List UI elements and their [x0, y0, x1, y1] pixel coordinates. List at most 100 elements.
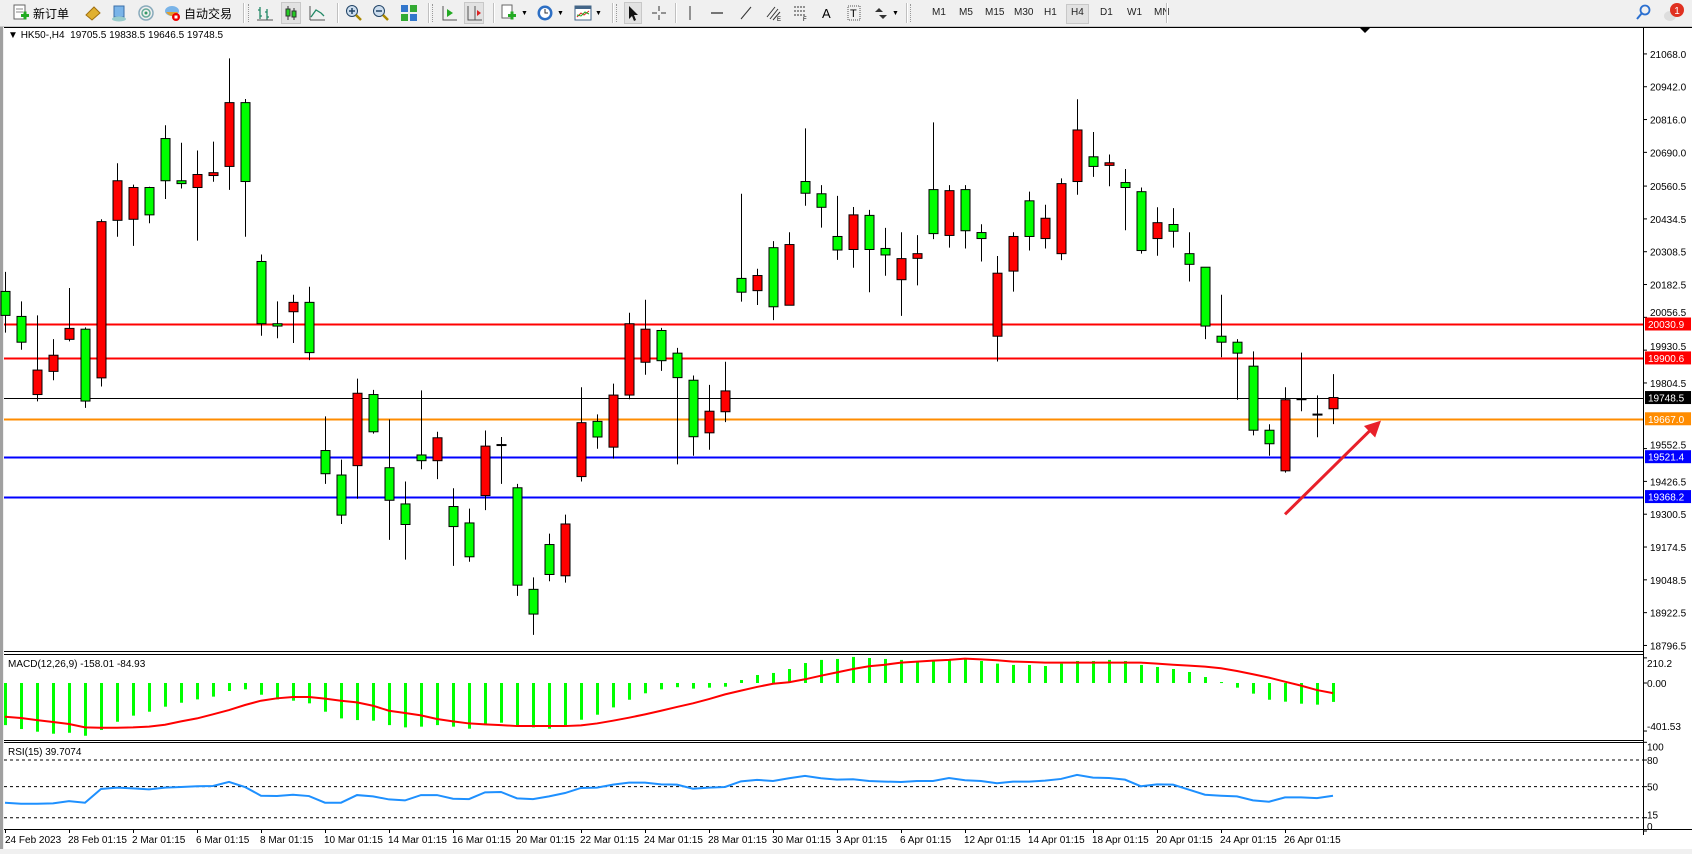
- price-tick-label: 18922.5: [1650, 609, 1687, 620]
- cursor-tool-button[interactable]: [624, 2, 642, 24]
- history-center-button[interactable]: [84, 2, 102, 24]
- timeframe-h1-button[interactable]: H1: [1044, 7, 1057, 18]
- rsi-tick-label: 100: [1647, 742, 1664, 753]
- timeframe-m15-button[interactable]: M15: [985, 7, 1005, 18]
- price-chart[interactable]: 21068.0 20942.0 20816.0 20690.0 20560.5 20434…: [0, 27, 1692, 854]
- candle: [992, 256, 1003, 362]
- zoom-in-button[interactable]: [345, 2, 363, 24]
- bull-candle-body: [496, 444, 507, 447]
- new-order-button[interactable]: 新订单: [12, 2, 69, 24]
- bar-chart-button[interactable]: [256, 2, 274, 24]
- chart-window[interactable]: 21068.0 20942.0 20816.0 20690.0 20560.5 20434…: [0, 27, 1692, 854]
- bear-candle-body: [1120, 182, 1131, 189]
- candle: [304, 286, 315, 361]
- macd-histogram-bar: [980, 660, 983, 683]
- auto-trading-button[interactable]: 自动交易: [163, 2, 232, 24]
- auto-trading-label: 自动交易: [184, 6, 233, 21]
- candle: [1216, 294, 1227, 358]
- candle: [16, 301, 27, 350]
- annotation-arrow-head-icon[interactable]: [1363, 420, 1381, 438]
- chart-shift-marker[interactable]: [1360, 28, 1370, 33]
- macd-histogram-bar: [612, 683, 615, 708]
- periods-dropdown[interactable]: ▼: [536, 2, 564, 24]
- terminal-button[interactable]: [110, 2, 128, 24]
- candle: [256, 254, 267, 336]
- vertical-line-icon: [689, 6, 691, 20]
- macd-histogram-bar: [244, 683, 247, 690]
- new-chart-icon: [501, 4, 516, 20]
- price-tick-label: 20942.0: [1650, 83, 1687, 94]
- macd-histogram-bar: [532, 683, 535, 728]
- bear-candle-body: [928, 189, 939, 235]
- signals-button[interactable]: [137, 2, 155, 24]
- macd-histogram-bar: [116, 683, 119, 722]
- macd-histogram-bar: [580, 683, 583, 720]
- bull-candle-body: [624, 323, 635, 396]
- candle: [832, 195, 843, 260]
- bear-candle-body: [880, 247, 891, 256]
- candle: [1232, 339, 1243, 400]
- bull-candle-body: [96, 221, 107, 379]
- macd-histogram-bar: [180, 683, 183, 703]
- timeframe-w1-button[interactable]: W1: [1127, 7, 1142, 18]
- price-tick-label: 19552.5: [1650, 441, 1687, 452]
- candle: [1312, 395, 1323, 438]
- price-tick-label: 18796.5: [1650, 641, 1687, 652]
- horizontal-line-tool-button[interactable]: [709, 2, 725, 24]
- macd-histogram-bar: [916, 660, 919, 683]
- arrows-dropdown[interactable]: ▼: [873, 2, 899, 24]
- price-label: 19368.2: [1648, 493, 1685, 504]
- timeframe-m30-button[interactable]: M30: [1014, 7, 1034, 18]
- price-tick-label: 19174.5: [1650, 543, 1687, 554]
- folder-icon: [85, 6, 101, 21]
- macd-histogram-bar: [1252, 683, 1255, 694]
- macd-histogram-bar: [260, 683, 263, 695]
- equidistant-channel-tool-button[interactable]: E: [765, 2, 783, 24]
- candle: [912, 235, 923, 286]
- macd-histogram-bar: [1188, 671, 1191, 683]
- vertical-line-tool-button[interactable]: [683, 2, 697, 24]
- bull-candle-body: [480, 445, 491, 497]
- notifications-button[interactable]: 1: [1662, 2, 1686, 24]
- bull-candle-body: [128, 187, 139, 220]
- bull-candle-body: [32, 369, 43, 396]
- timeframe-h4-button[interactable]: H4: [1066, 4, 1089, 24]
- macd-signal-line: [4, 657, 1334, 729]
- timeframe-m1-button[interactable]: M1: [932, 7, 946, 18]
- zoom-out-button[interactable]: [372, 2, 390, 24]
- bear-candle-body: [1232, 341, 1243, 354]
- auto-scroll-button[interactable]: [440, 2, 458, 24]
- indicators-dropdown[interactable]: ▼: [574, 2, 602, 24]
- timeframe-mn-button[interactable]: MN: [1154, 7, 1170, 18]
- time-tick-label: 24 Mar 01:15: [644, 835, 703, 846]
- trendline-tool-button[interactable]: [738, 2, 754, 24]
- candle: [816, 185, 827, 228]
- tile-windows-button[interactable]: [400, 2, 418, 24]
- dropdown-triangle-icon[interactable]: ▼: [8, 30, 18, 41]
- timeframe-d1-button[interactable]: D1: [1100, 7, 1113, 18]
- search-button[interactable]: [1635, 2, 1651, 24]
- chart-shift-button[interactable]: [464, 2, 484, 24]
- text-tool-button[interactable]: A: [820, 2, 834, 24]
- bull-candle-body: [48, 354, 59, 372]
- fibonacci-tool-button[interactable]: F: [792, 2, 810, 24]
- macd-histogram-bar: [164, 683, 167, 707]
- new-chart-dropdown[interactable]: ▼: [500, 2, 528, 24]
- bear-candle-body: [1264, 429, 1275, 445]
- text-label-tool-button[interactable]: T: [846, 2, 862, 24]
- timeframe-m5-button[interactable]: M5: [959, 7, 973, 18]
- bull-candle-body: [560, 523, 571, 577]
- candlestick-icon: [285, 6, 297, 20]
- candle: [416, 390, 427, 470]
- candle: [576, 387, 587, 482]
- candle: [160, 125, 171, 199]
- bull-candle-body: [1152, 222, 1163, 240]
- annotation-arrow-shaft[interactable]: [1283, 426, 1375, 516]
- line-chart-button[interactable]: [308, 2, 326, 24]
- terminal-icon: [112, 5, 126, 22]
- crosshair-tool-button[interactable]: [650, 2, 668, 24]
- macd-histogram-bar: [1316, 683, 1319, 705]
- candlestick-chart-button[interactable]: [281, 2, 301, 24]
- macd-histogram-bar: [516, 683, 519, 727]
- bear-candle-body: [800, 181, 811, 194]
